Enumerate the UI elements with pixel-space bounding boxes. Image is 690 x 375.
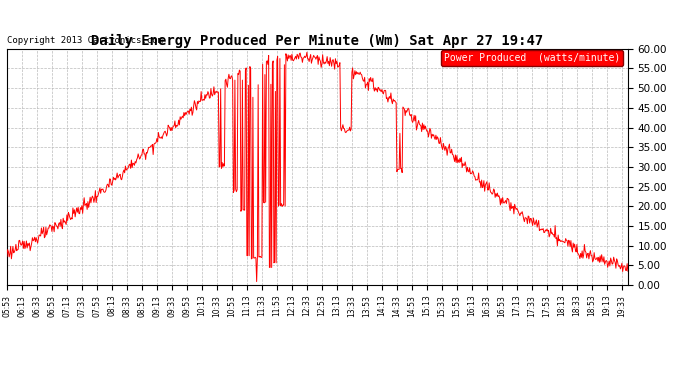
Title: Daily Energy Produced Per Minute (Wm) Sat Apr 27 19:47: Daily Energy Produced Per Minute (Wm) Sa… [91, 33, 544, 48]
Legend: Power Produced  (watts/minute): Power Produced (watts/minute) [441, 50, 623, 66]
Text: Copyright 2013 Cartronics.com: Copyright 2013 Cartronics.com [7, 36, 163, 45]
